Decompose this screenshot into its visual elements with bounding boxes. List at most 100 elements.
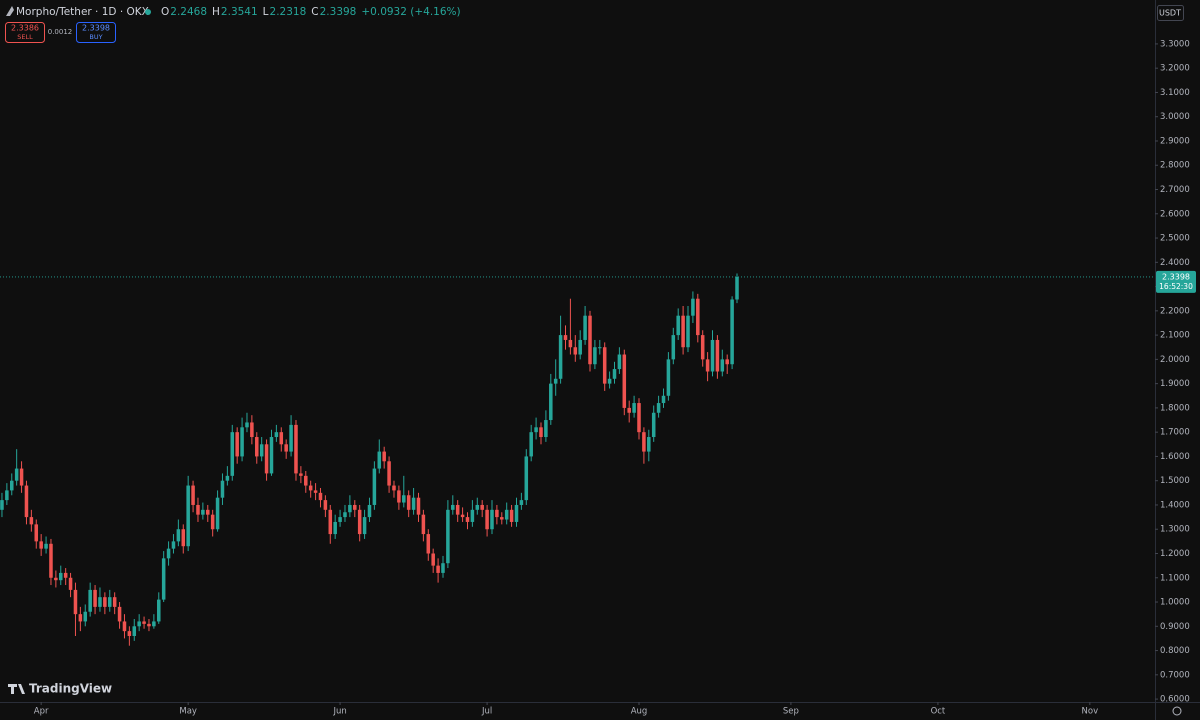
candle-body	[647, 437, 651, 452]
candle-body	[103, 597, 107, 607]
candle-body	[152, 621, 156, 627]
candle-body	[108, 597, 112, 607]
y-tick-label: 2.0000	[1160, 355, 1190, 365]
candle-body	[622, 354, 627, 408]
candle-body	[377, 451, 382, 469]
candle-body	[245, 422, 249, 428]
candle-body	[225, 475, 230, 481]
candle-body	[455, 504, 460, 515]
candle-body	[357, 509, 362, 535]
candle-body	[568, 339, 573, 348]
y-tick-label: 3.3000	[1160, 39, 1190, 49]
candle-body	[544, 420, 548, 438]
candle-body	[181, 529, 186, 547]
candle-body	[235, 432, 239, 457]
candle-body	[142, 621, 146, 624]
candle-body	[215, 497, 220, 530]
candle-body	[88, 589, 92, 612]
y-tick-label: 2.4000	[1160, 258, 1190, 268]
candle-body	[578, 339, 582, 355]
x-tick-label: Apr	[34, 707, 49, 717]
candle-body	[475, 504, 480, 510]
currency-button[interactable]	[1157, 5, 1184, 21]
candle-body	[58, 572, 63, 581]
candle-body	[583, 315, 587, 340]
candle-body	[416, 497, 421, 515]
candle-body	[14, 468, 19, 481]
x-tick-label: May	[179, 707, 197, 717]
candle-body	[196, 504, 200, 515]
candle-body	[122, 621, 127, 632]
candle-body	[333, 521, 337, 535]
candle-body	[289, 424, 293, 452]
price-tag	[1156, 270, 1196, 293]
y-tick-label: 3.0000	[1160, 112, 1190, 122]
candle-body	[676, 315, 680, 336]
candle-body	[431, 553, 435, 566]
x-tick-label: Aug	[631, 707, 648, 717]
candle-body	[696, 298, 700, 336]
candle-body	[29, 517, 34, 525]
price-tag-value: 2.3398	[1162, 272, 1190, 281]
y-tick-label: 1.1000	[1160, 573, 1190, 583]
candle-body	[725, 359, 729, 365]
candle-body	[495, 509, 499, 518]
candle-body	[132, 626, 137, 636]
ohlc-label: L	[263, 6, 269, 18]
y-tick-label: 2.2000	[1160, 306, 1190, 316]
candle-body	[83, 611, 88, 622]
ohlc-value: 2.2318	[270, 6, 307, 18]
candle-body	[534, 427, 538, 433]
candle-body	[259, 444, 264, 457]
candle-body	[78, 614, 83, 622]
buy-button[interactable]	[76, 22, 116, 43]
settings-icon[interactable]	[1172, 706, 1182, 716]
candle-body	[490, 509, 494, 530]
candle-body	[19, 468, 24, 486]
candle-body	[553, 378, 558, 384]
candle-body	[353, 504, 357, 510]
sell-label: SELL	[17, 33, 33, 41]
candle-body	[294, 424, 298, 474]
candle-body	[206, 509, 210, 515]
candle-body	[392, 485, 396, 491]
y-tick-label: 1.3000	[1160, 525, 1190, 535]
y-tick-label: 3.2000	[1160, 64, 1190, 74]
candle-body	[671, 335, 676, 360]
candle-body	[54, 577, 58, 581]
candle-body	[651, 412, 656, 438]
candle-body	[63, 572, 68, 578]
y-tick-label: 3.1000	[1160, 88, 1190, 98]
candle-body	[44, 543, 48, 549]
candle-body	[24, 485, 29, 518]
y-tick-label: 1.2000	[1160, 549, 1190, 559]
ohlc-label: C	[311, 6, 318, 18]
candle-body	[372, 468, 377, 505]
y-tick-label: 2.1000	[1160, 331, 1190, 341]
candle-body	[34, 524, 39, 542]
candle-body	[656, 403, 661, 413]
ohlc-label: H	[212, 6, 220, 18]
candle-body	[529, 432, 533, 457]
x-tick-label: Jul	[481, 707, 492, 717]
sell-button[interactable]	[5, 22, 45, 43]
candle-body	[642, 432, 646, 452]
y-tick-label: 0.7000	[1160, 670, 1190, 680]
brand-logo	[8, 684, 25, 694]
y-tick-label: 1.5000	[1160, 476, 1190, 486]
candle-body	[201, 509, 205, 515]
candle-body	[451, 504, 455, 510]
candle-body	[446, 509, 450, 564]
y-tick-label: 2.7000	[1160, 185, 1190, 195]
candle-body	[39, 541, 43, 549]
plot	[0, 273, 1155, 646]
candle-body	[681, 315, 685, 348]
candle-body	[720, 359, 725, 372]
candle-body	[9, 480, 14, 491]
candle-body	[137, 621, 141, 627]
candle-body	[240, 427, 244, 457]
candle-body	[93, 589, 97, 607]
y-tick-label: 1.9000	[1160, 379, 1190, 389]
candle-body	[661, 395, 666, 404]
x-tick-label: Sep	[783, 707, 799, 717]
